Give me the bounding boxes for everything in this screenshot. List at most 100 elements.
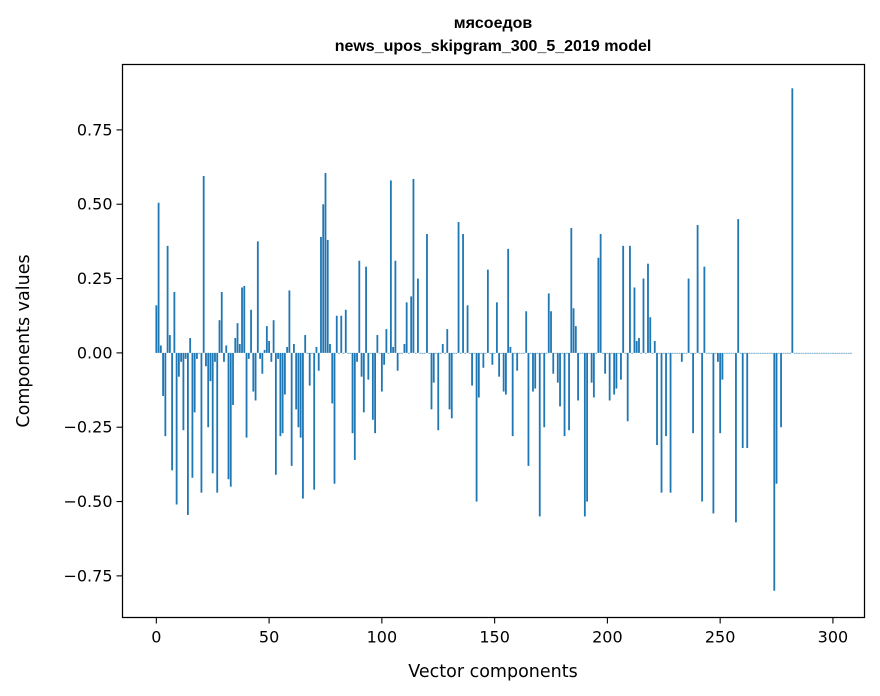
bar-203 [613,352,616,395]
y-tick-label: 0.25 [77,269,113,288]
bar-181 [563,352,566,437]
bar-149 [491,352,494,365]
bar-223 [658,352,661,354]
bar-199 [604,352,607,374]
bar-49 [265,326,268,353]
bar-69 [311,352,313,354]
bar-163 [523,352,525,354]
bar-117 [419,352,422,354]
bar-148 [489,352,492,354]
bar-228 [669,352,672,493]
bar-144 [480,352,482,354]
bar-205 [617,352,620,354]
bar-289 [807,352,810,354]
bar-18 [196,352,198,359]
bar-31 [225,345,228,353]
bar-104 [389,180,392,353]
bar-98 [376,335,379,353]
bar-207 [622,245,625,353]
bar-45 [256,241,259,353]
bar-225 [662,352,665,354]
bar-59 [288,290,291,353]
x-axis: 0 50 100 150 200 250 300 [151,617,848,647]
bar-158 [511,352,514,437]
x-tick-label: 100 [367,628,398,647]
bar-50 [268,341,270,353]
bar-258 [737,219,740,353]
bar-263 [748,352,751,354]
bar-47 [261,352,264,374]
bar-48 [263,349,266,353]
bar-118 [421,352,424,354]
bar-77 [329,343,331,353]
bar-189 [581,352,584,354]
bar-95 [369,352,372,354]
bar-151 [495,302,498,353]
bar-216 [642,278,645,353]
bar-247 [712,352,715,514]
bar-90 [358,260,361,353]
bar-137 [464,352,467,354]
bar-38 [241,287,243,353]
bar-222 [656,352,658,446]
x-tick-label: 50 [259,628,279,647]
bar-262 [746,352,749,449]
bar-188 [579,352,582,354]
bar-16 [191,352,194,478]
bar-94 [367,352,370,380]
bar-307 [847,352,850,354]
y-axis: −0.75 −0.50 −0.25 0.00 0.25 0.50 0.75 [63,120,123,585]
bar-152 [498,352,501,377]
bar-127 [441,343,444,353]
bar-142 [475,352,478,502]
bar-97 [374,352,376,434]
bar-5 [166,245,169,353]
bar-272 [768,352,771,354]
bar-304 [841,352,843,354]
bar-300 [832,352,834,354]
bar-301 [834,352,837,354]
bar-110 [403,343,406,353]
bar-245 [707,352,710,354]
bar-25 [211,352,214,474]
bar-6 [168,335,171,353]
bar-146 [484,352,487,354]
bar-100 [380,352,383,392]
bar-113 [410,296,413,353]
bar-91 [360,352,363,377]
bar-138 [466,305,469,353]
bar-291 [811,352,814,354]
bar-107 [396,352,399,371]
bar-52 [272,320,275,353]
bar-32 [227,352,230,480]
bar-26 [214,352,216,362]
bar-238 [692,352,694,434]
bar-173 [545,352,548,354]
bar-55 [279,352,282,437]
bar-133 [455,352,458,354]
bar-187 [577,352,579,401]
bar-11 [180,352,183,362]
bar-280 [786,352,789,354]
bar-221 [653,341,656,353]
bar-194 [592,352,595,398]
bar-109 [401,352,404,354]
bar-204 [615,352,618,389]
bar-126 [439,352,442,354]
bar-227 [667,352,670,354]
bar-17 [193,352,196,413]
bar-172 [543,352,546,428]
bar-297 [825,352,828,354]
bar-73 [320,236,322,353]
bar-121 [428,352,431,354]
bar-195 [595,352,598,354]
bar-231 [676,352,679,354]
bar-37 [238,343,241,353]
bar-67 [306,352,309,354]
bar-293 [816,352,819,354]
bar-288 [804,352,807,354]
bar-239 [694,352,697,354]
bar-2 [159,345,162,353]
bar-70 [313,352,316,490]
bar-261 [744,352,746,354]
